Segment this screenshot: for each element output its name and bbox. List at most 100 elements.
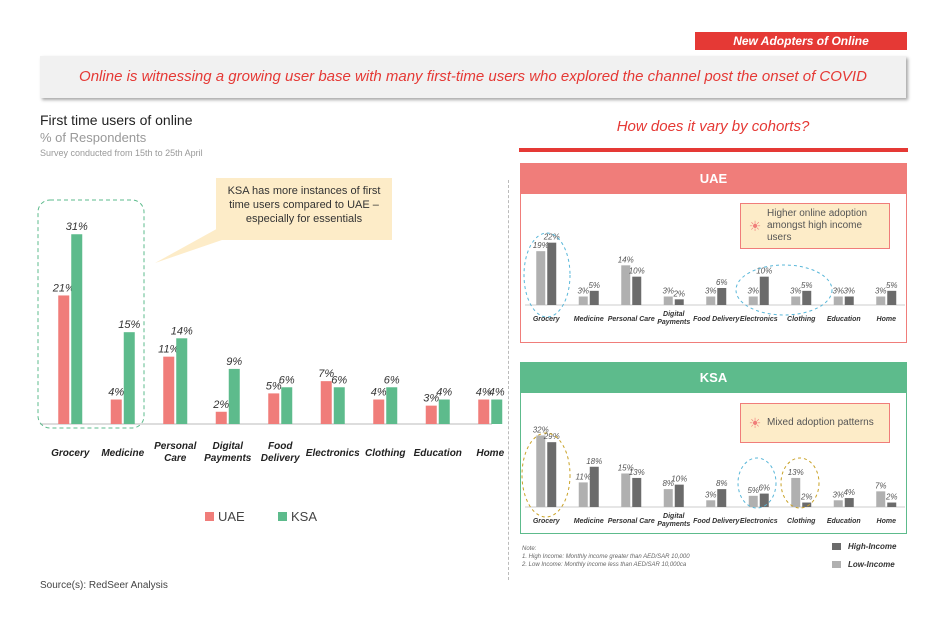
bar-uae-high-income-home: [887, 290, 897, 305]
data-label-ksa-high-income-education: 4%: [843, 488, 855, 497]
callout-pointer: [155, 226, 222, 263]
data-label-ksa-personal-care: 14%: [171, 325, 193, 337]
data-label-uae-low-income-food-delivery: 3%: [705, 287, 717, 296]
bar-uae-high-income-clothing: [802, 290, 812, 305]
data-label-ksa-low-income-digital-payments: 8%: [662, 479, 674, 488]
bar-ksa-low-income-medicine: [578, 482, 588, 507]
tick-label-ksa-education: Education: [827, 518, 861, 525]
legend-swatch-ksa: [278, 512, 287, 521]
data-label-ksa-low-income-home: 7%: [875, 481, 887, 490]
tick-label-ksa-medicine: Medicine: [574, 518, 604, 525]
data-label-ksa-high-income-electronics: 6%: [758, 484, 770, 493]
data-label-uae-medicine: 4%: [108, 387, 124, 399]
tick-label-ksa-home: Home: [877, 518, 897, 525]
legend-high-label: High-Income: [848, 542, 897, 551]
bar-uae-clothing: [373, 399, 385, 424]
bar-ksa-education: [438, 399, 450, 424]
callout-box: KSA has more instances of first time use…: [216, 178, 392, 240]
bar-ksa-high-income-home: [887, 502, 897, 507]
bar-uae-home: [478, 399, 490, 424]
bar-uae-high-income-education: [844, 296, 854, 305]
bar-ksa-digital-payments: [228, 368, 240, 424]
tick-label-personal-care: Care: [164, 453, 187, 464]
bar-ksa-low-income-food-delivery: [706, 500, 716, 507]
bar-ksa-high-income-clothing: [802, 502, 812, 507]
legend-label-ksa: KSA: [291, 509, 317, 524]
bar-uae-low-income-education: [833, 296, 843, 305]
bar-uae-low-income-home: [876, 296, 886, 305]
tick-label-uae-personal-care: Personal Care: [608, 316, 655, 323]
data-label-uae-high-income-medicine: 5%: [588, 281, 600, 290]
tick-label-uae-digital-payments: Digital: [663, 311, 685, 318]
data-label-uae-personal-care: 11%: [158, 344, 179, 356]
data-label-uae-high-income-grocery: 22%: [543, 233, 560, 242]
notes-title: Note:: [522, 546, 537, 552]
high-income-swatch: [832, 543, 841, 551]
bar-ksa-low-income-home: [876, 491, 886, 507]
data-label-ksa-medicine: 15%: [118, 319, 140, 331]
tick-label-grocery: Grocery: [51, 448, 90, 459]
bar-uae-high-income-personal-care: [632, 276, 642, 305]
legend-low-income: Low-Income: [832, 560, 895, 569]
bar-uae-education: [425, 405, 437, 424]
legend-low-label: Low-Income: [848, 560, 895, 569]
lightbulb-icon: ☀: [748, 218, 762, 234]
bar-uae-low-income-personal-care: [621, 265, 631, 305]
uae-insight-text: Higher online adoption amongst high inco…: [767, 208, 868, 243]
data-label-ksa-low-income-education: 3%: [832, 490, 844, 499]
bar-uae-medicine: [110, 399, 122, 424]
vertical-divider: [508, 180, 509, 580]
data-label-uae-high-income-education: 3%: [843, 287, 855, 296]
tick-label-uae-food-delivery: Food Delivery: [693, 316, 740, 323]
tick-label-uae-medicine: Medicine: [574, 316, 604, 323]
data-label-ksa-clothing: 6%: [384, 374, 400, 386]
bar-ksa-high-income-food-delivery: [717, 489, 727, 507]
data-label-ksa-high-income-digital-payments: 10%: [671, 475, 687, 484]
left-chart-subtitle: % of Respondents: [40, 130, 147, 145]
data-label-ksa-low-income-personal-care: 15%: [618, 463, 634, 472]
grocery-medicine-highlight: [37, 199, 145, 429]
bar-ksa-high-income-electronics: [759, 493, 769, 507]
bar-uae-low-income-clothing: [791, 296, 801, 305]
tick-label-medicine: Medicine: [101, 448, 144, 459]
bar-ksa-low-income-electronics: [748, 495, 758, 507]
data-label-uae-high-income-digital-payments: 2%: [672, 289, 685, 298]
bar-ksa-electronics: [333, 387, 345, 424]
source-note: Source(s): RedSeer Analysis: [40, 580, 168, 591]
bar-uae-high-income-grocery: [547, 242, 557, 305]
notes-block: Note: 1. High Income: Monthly income gre…: [522, 545, 690, 569]
tick-label-digital-payments: Digital: [212, 441, 243, 452]
tick-label-digital-payments: Payments: [204, 453, 252, 464]
survey-note: Survey conducted from 15th to 25th April: [40, 148, 203, 158]
data-label-ksa-high-income-food-delivery: 8%: [716, 479, 728, 488]
data-label-ksa-home: 4%: [489, 387, 505, 399]
bar-uae-digital-payments: [215, 411, 227, 424]
lightbulb-icon: ☀: [748, 415, 762, 431]
bar-ksa-high-income-grocery: [547, 442, 557, 507]
data-label-ksa-low-income-medicine: 11%: [576, 472, 591, 481]
data-label-ksa-food-delivery: 6%: [279, 374, 295, 386]
tick-label-ksa-clothing: Clothing: [787, 518, 816, 525]
ksa-electronics-highlight: [737, 457, 777, 509]
tick-label-ksa-food-delivery: Food Delivery: [693, 518, 740, 525]
right-title-underline: [519, 148, 908, 152]
low-income-swatch: [832, 561, 841, 569]
tick-label-uae-digital-payments: Payments: [657, 319, 690, 326]
bar-uae-low-income-medicine: [578, 296, 588, 305]
bar-ksa-high-income-personal-care: [632, 477, 642, 507]
bar-ksa-low-income-clothing: [791, 477, 801, 507]
data-label-ksa-education: 4%: [436, 387, 452, 399]
bar-ksa-low-income-personal-care: [621, 473, 631, 507]
data-label-uae-low-income-grocery: 19%: [533, 241, 549, 250]
data-label-uae-high-income-home: 5%: [886, 281, 898, 290]
bar-ksa-high-income-digital-payments: [674, 484, 684, 507]
bar-uae-grocery: [58, 295, 70, 424]
data-label-ksa-high-income-grocery: 29%: [543, 432, 560, 441]
data-label-ksa-low-income-food-delivery: 3%: [705, 490, 717, 499]
bar-uae-low-income-digital-payments: [663, 296, 673, 305]
ksa-grocery-highlight: [521, 432, 571, 518]
bar-uae-food-delivery: [268, 393, 280, 424]
tick-label-food-delivery: Food: [268, 441, 293, 452]
bar-ksa-high-income-medicine: [589, 466, 599, 507]
bar-ksa-low-income-education: [833, 500, 843, 507]
